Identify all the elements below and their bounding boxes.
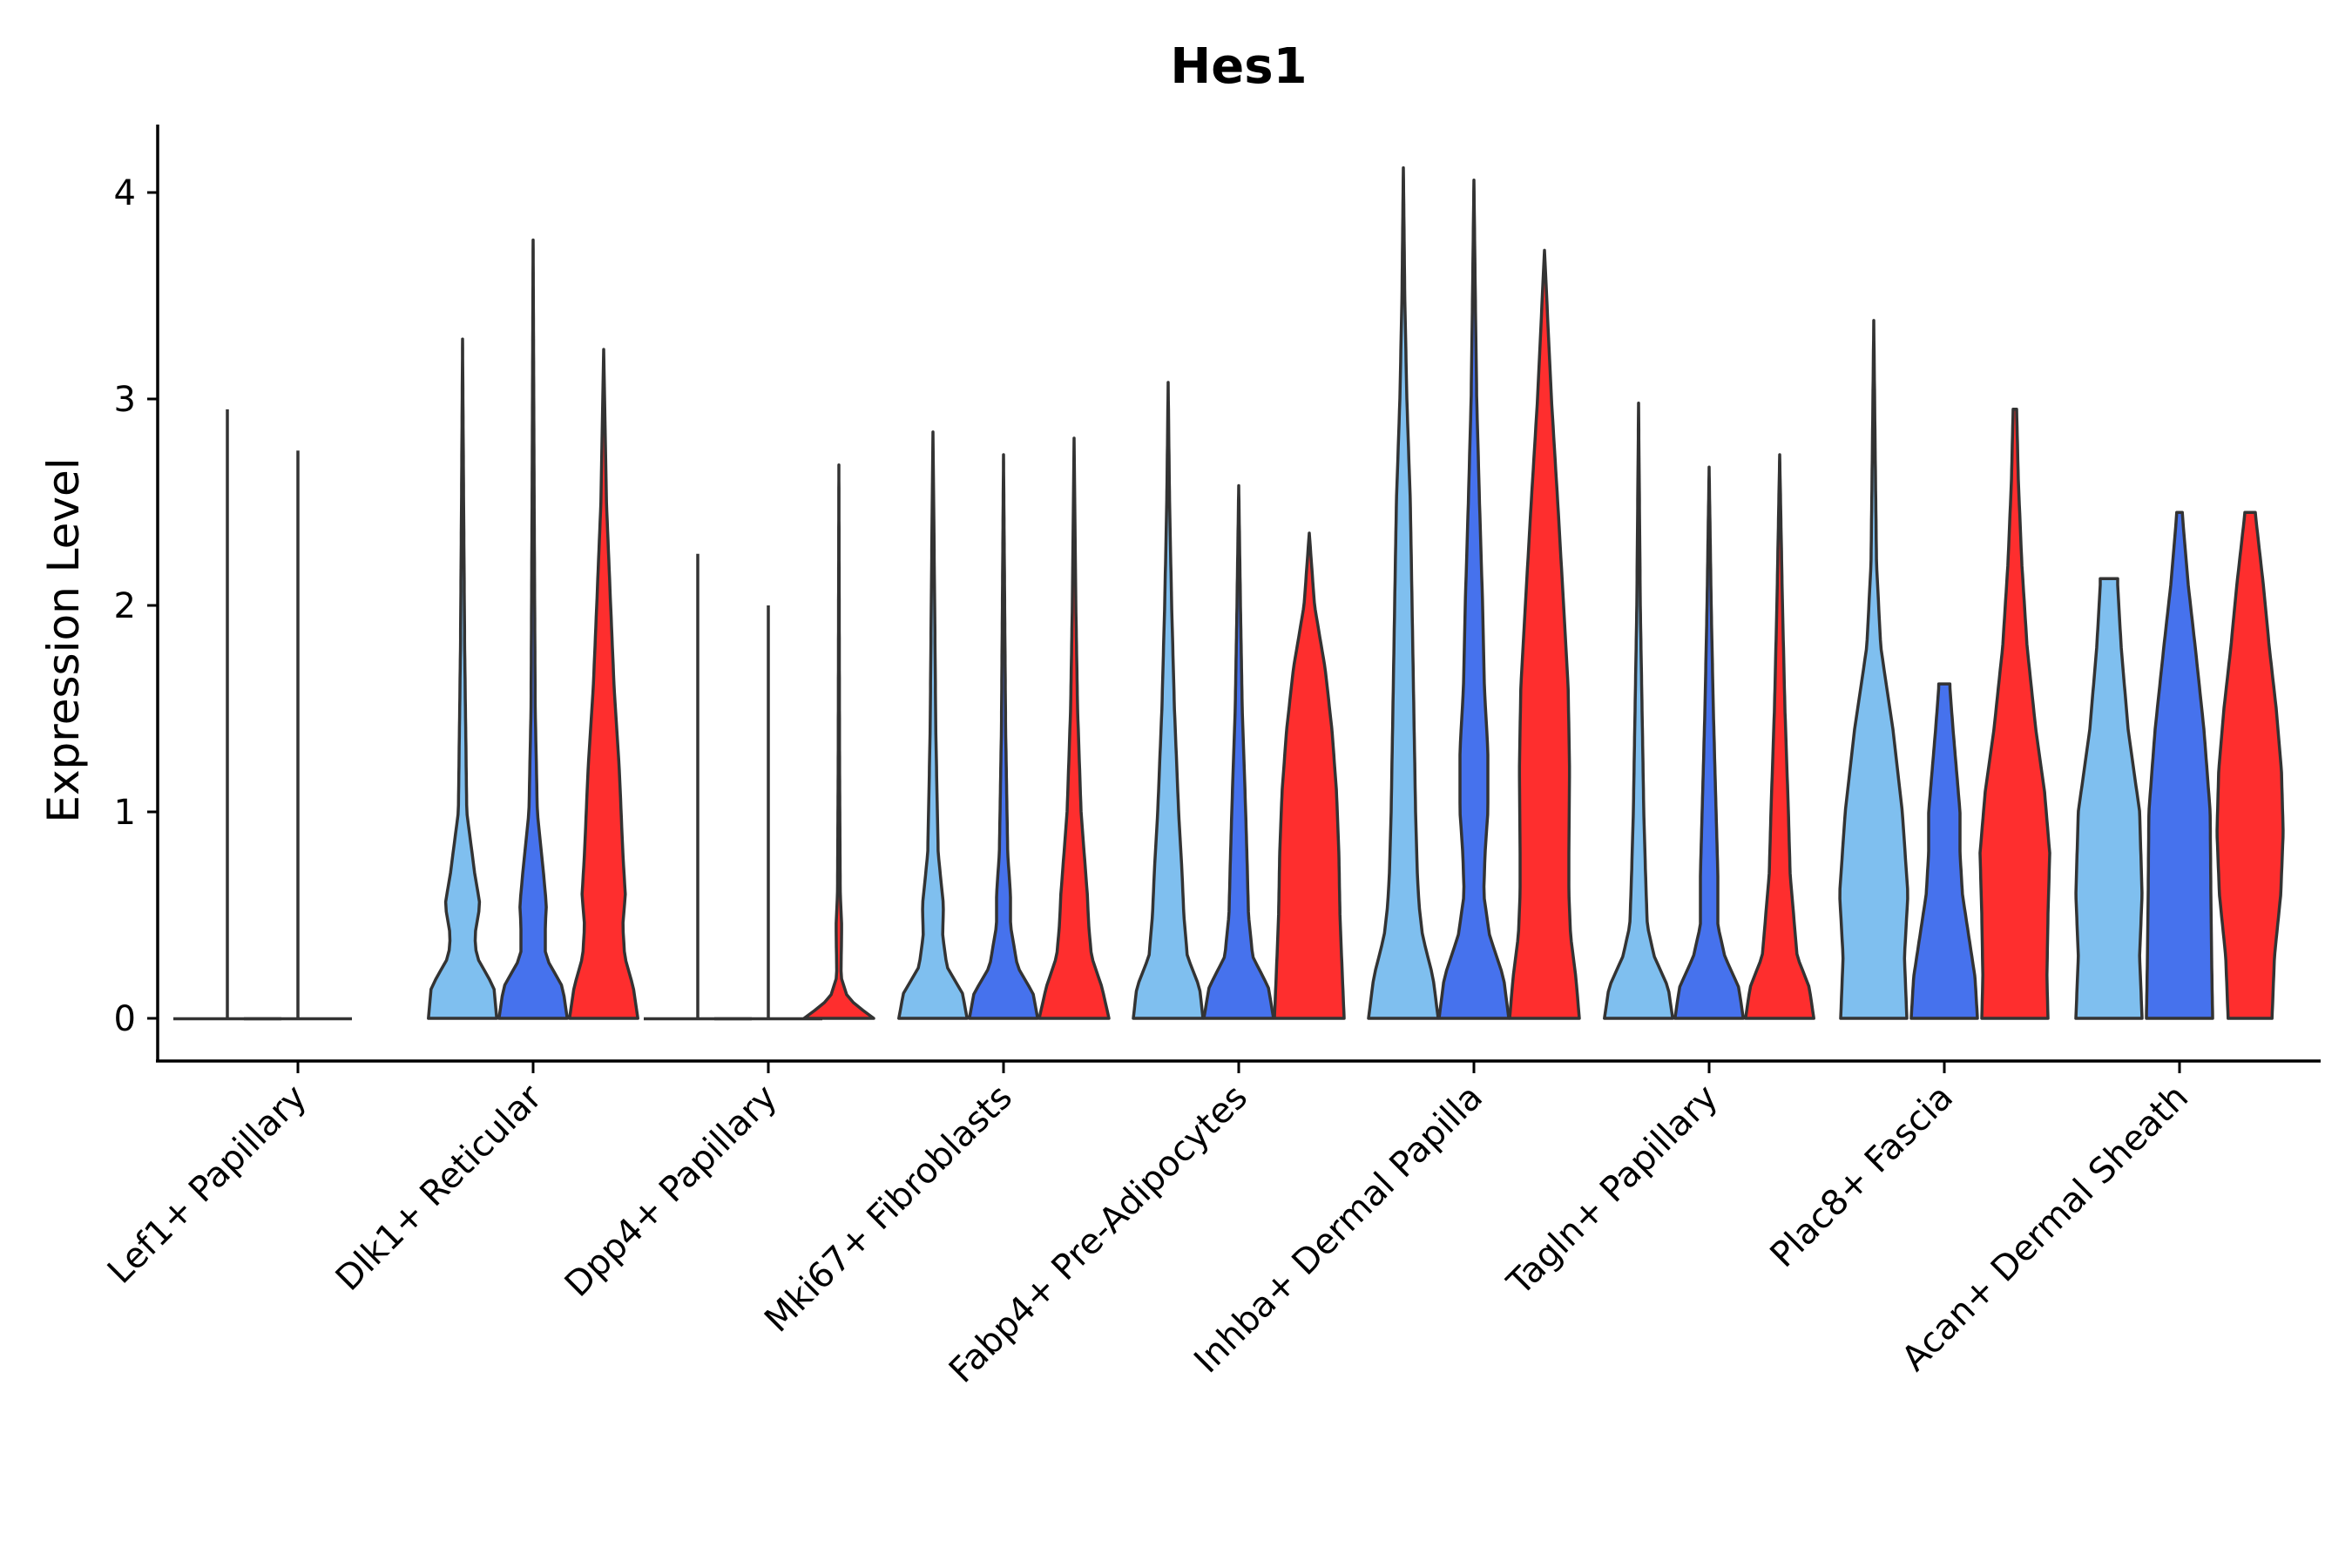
violin-inhba-dermal-papilla-group-1 bbox=[1367, 166, 1440, 1020]
violin-acan-dermal-sheath-group-1 bbox=[2074, 577, 2144, 1020]
violin-lef1-papillary-group-2 bbox=[244, 450, 352, 1021]
violin-plac8-fascia-group-3 bbox=[1978, 408, 2051, 1020]
x-tick-label-dlk1-reticular: Dlk1+ Reticular bbox=[328, 1077, 551, 1299]
x-tick-label-mki67-fibroblasts: Mki67+ Fibroblasts bbox=[757, 1078, 1020, 1341]
violin-fabp4-pre-adipocytes-group-2 bbox=[1202, 483, 1275, 1020]
y-tick-label-0: 0 bbox=[114, 999, 136, 1039]
chart-title: Hes1 bbox=[1170, 38, 1307, 95]
x-tick-label-tagln-papillary: Tagln+ Papillary bbox=[1499, 1078, 1726, 1304]
violin-tagln-papillary-group-1 bbox=[1603, 401, 1674, 1020]
violin-mki67-fibroblasts-group-1 bbox=[897, 430, 969, 1020]
violin-mki67-fibroblasts-group-3 bbox=[1037, 436, 1111, 1020]
x-tick-label-lef1-papillary: Lef1+ Papillary bbox=[100, 1078, 314, 1292]
violin-mki67-fibroblasts-group-2 bbox=[968, 453, 1039, 1020]
violin-fabp4-pre-adipocytes-group-1 bbox=[1132, 381, 1205, 1020]
violin-fabp4-pre-adipocytes-group-3 bbox=[1273, 531, 1346, 1020]
violin-tagln-papillary-group-2 bbox=[1673, 465, 1745, 1020]
y-tick-label-4: 4 bbox=[114, 173, 136, 213]
violin-dlk1-reticular-group-3 bbox=[568, 348, 639, 1020]
y-tick-label-3: 3 bbox=[114, 380, 136, 420]
x-tick-label-plac8-fascia: Plac8+ Fascia bbox=[1763, 1078, 1962, 1276]
violin-dlk1-reticular-group-1 bbox=[427, 337, 498, 1020]
violin-inhba-dermal-papilla-group-2 bbox=[1437, 179, 1511, 1020]
violin-acan-dermal-sheath-group-3 bbox=[2215, 510, 2285, 1020]
violin-acan-dermal-sheath-group-2 bbox=[2145, 510, 2214, 1020]
violin-lef1-papillary-group-1 bbox=[173, 409, 281, 1021]
violin-tagln-papillary-group-3 bbox=[1744, 453, 1815, 1020]
x-tick-label-dpp4-papillary: Dpp4+ Papillary bbox=[558, 1078, 785, 1305]
y-axis-label: Expression Level bbox=[38, 457, 89, 822]
violin-dpp4-papillary-group-3 bbox=[802, 463, 875, 1020]
violin-plac8-fascia-group-2 bbox=[1909, 682, 1979, 1020]
y-tick-label-1: 1 bbox=[114, 793, 136, 833]
violin-dlk1-reticular-group-2 bbox=[497, 238, 569, 1020]
x-ticks: Lef1+ Papillary Dlk1+ Reticular Dpp4+ Papi… bbox=[100, 1061, 2196, 1391]
y-tick-label-2: 2 bbox=[114, 586, 136, 626]
violin-dpp4-papillary-group-1 bbox=[644, 553, 752, 1021]
violin-inhba-dermal-papilla-group-3 bbox=[1508, 248, 1581, 1020]
y-ticks: 0 1 2 3 4 bbox=[114, 173, 158, 1039]
violin-dpp4-papillary-group-2 bbox=[714, 605, 822, 1021]
violin-group bbox=[173, 166, 2285, 1021]
violin-plac8-fascia-group-1 bbox=[1838, 319, 1909, 1020]
